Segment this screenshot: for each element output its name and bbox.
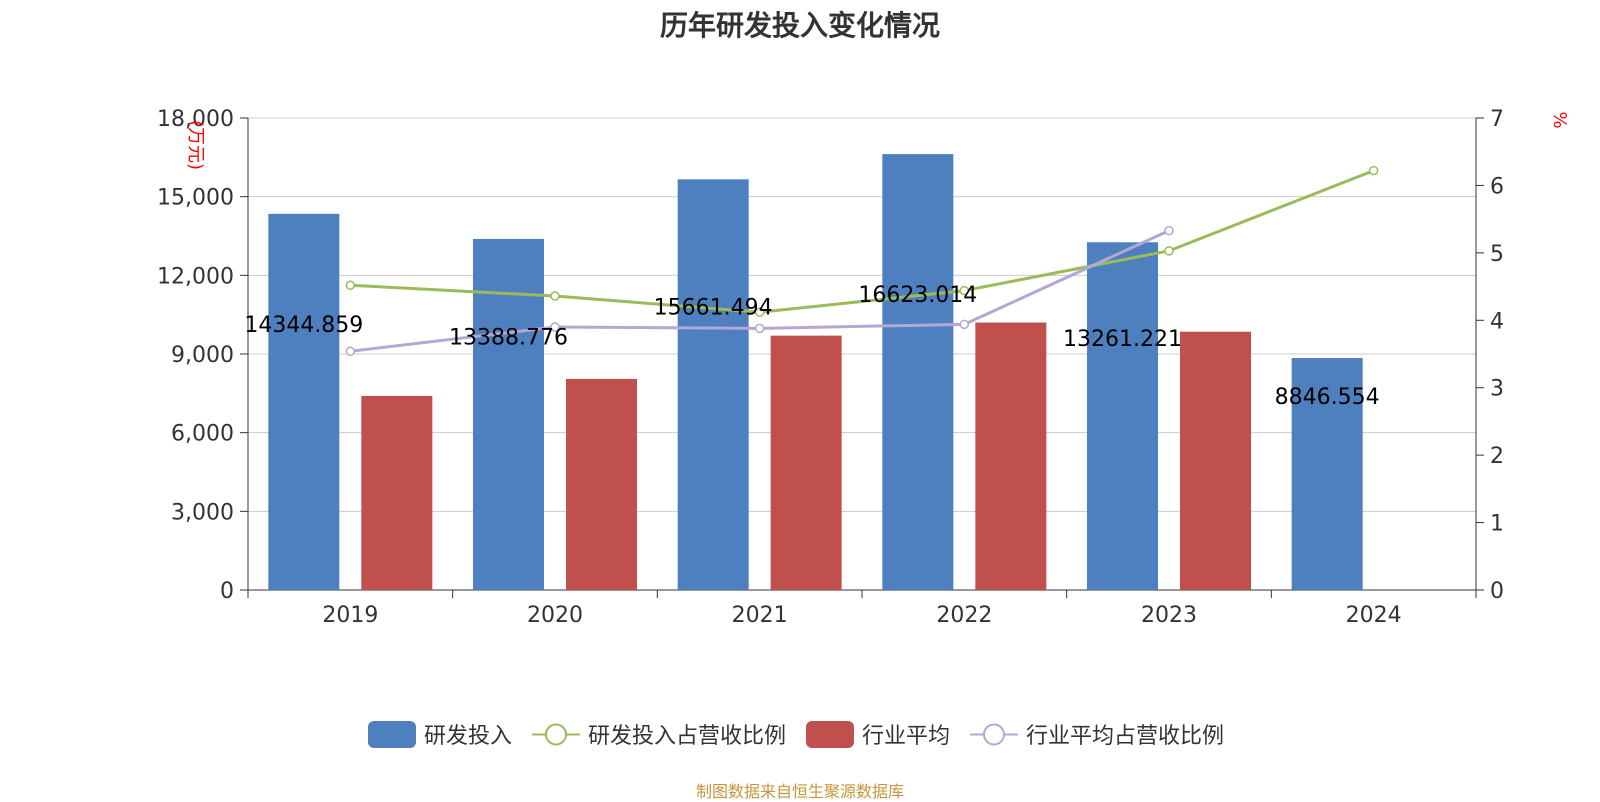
bar-industry-average [361, 395, 433, 590]
legend-item-industry-average[interactable]: 行业平均 [806, 718, 950, 750]
y-left-unit-label: (万元) [185, 120, 206, 170]
line-industry-ratio-point [959, 319, 970, 330]
y-right-unit-label: % [1549, 111, 1570, 128]
bar-rd-investment [1291, 358, 1363, 590]
y-right-tick-label: 0 [1490, 579, 1504, 604]
line-rd-ratio-point [550, 291, 560, 301]
bar-rd-investment [1087, 242, 1158, 590]
legend-item-industry-ratio[interactable]: 行业平均占营收比例 [970, 718, 1224, 750]
y-left-tick-label: 18,000 [157, 107, 234, 132]
y-left-tick-label: 6,000 [171, 422, 234, 447]
x-tick-label: 2023 [1141, 603, 1197, 628]
x-tick-label: 2022 [936, 603, 992, 628]
chart-canvas: 0 3,000 6,000 9,000 12,000 15,000 18,000 0 1 2 3 4 5… [157, 107, 1570, 628]
legend-item-rd-investment[interactable]: 研发投入 [367, 718, 512, 750]
y-left-tick-label: 12,000 [157, 264, 234, 289]
data-label-rd-investment: 16623.014 [858, 283, 977, 308]
y-right-tick-label: 4 [1490, 309, 1504, 334]
bar-rd-investment [473, 238, 544, 590]
y-right-tick-label: 3 [1490, 377, 1504, 402]
x-tick-label: 2021 [732, 603, 788, 628]
line-rd-ratio-point [959, 285, 970, 296]
bar-rd-investment [677, 179, 749, 590]
line-industry-ratio-point [345, 346, 356, 357]
line-industry-ratio-point [550, 322, 560, 332]
y-right-tick-label: 1 [1490, 512, 1504, 537]
data-label-rd-investment: 8846.554 [1275, 385, 1380, 410]
line-rd-ratio [350, 169, 1375, 314]
data-label-rd-investment: 13261.221 [1063, 327, 1182, 352]
chart-title: 历年研发投入变化情况 [659, 9, 940, 42]
y-left-tick-label: 3,000 [171, 500, 234, 525]
y-left-tick-label: 0 [220, 579, 234, 604]
legend-swatch-rd-investment [367, 720, 416, 748]
bar-industry-average [975, 322, 1047, 590]
data-label-rd-investment: 13388.776 [449, 325, 568, 350]
x-tick-label: 2020 [527, 603, 583, 628]
y-left-tick-label: 15,000 [157, 186, 234, 211]
y-left-tick-label: 9,000 [171, 343, 234, 368]
bar-rd-investment [882, 154, 954, 590]
x-tick-label: 2024 [1346, 603, 1402, 628]
line-rd-ratio-point [1368, 165, 1379, 176]
y-right-tick-label: 6 [1490, 174, 1504, 199]
legend-label-industry-average: 行业平均 [862, 724, 951, 749]
bar-rd-investment [268, 213, 340, 590]
line-industry-ratio-point [754, 323, 765, 334]
line-industry-ratio-point [1164, 225, 1174, 236]
bar-industry-average [566, 378, 637, 590]
data-label-rd-investment: 15661.494 [654, 296, 773, 321]
line-rd-ratio-point [1164, 246, 1174, 256]
data-label-rd-investment: 14344.859 [244, 313, 363, 338]
source-note: 制图数据来自恒生聚源数据库 [695, 782, 904, 801]
legend-swatch-industry-average [806, 720, 854, 748]
legend-label-rd-investment: 研发投入 [423, 724, 512, 749]
legend-swatch-rd-ratio [531, 723, 580, 745]
x-tick-label: 2019 [322, 603, 378, 628]
bar-industry-average [770, 335, 842, 590]
legend-label-industry-ratio: 行业平均占营收比例 [1026, 724, 1225, 749]
y-right-tick-label: 2 [1490, 444, 1504, 469]
y-right-tick-label: 7 [1490, 107, 1504, 132]
bar-industry-average [1180, 331, 1251, 590]
legend-label-rd-ratio: 研发投入占营收比例 [587, 724, 786, 749]
legend-item-rd-ratio[interactable]: 研发投入占营收比例 [531, 718, 786, 750]
y-right-tick-label: 5 [1490, 242, 1504, 267]
line-rd-ratio-point [754, 307, 765, 317]
chart-legend: 研发投入 研发投入占营收比例 行业平均 行业平均占营收比例 [0, 718, 1600, 750]
line-rd-ratio-point [345, 280, 356, 290]
legend-swatch-industry-ratio [970, 723, 1019, 745]
